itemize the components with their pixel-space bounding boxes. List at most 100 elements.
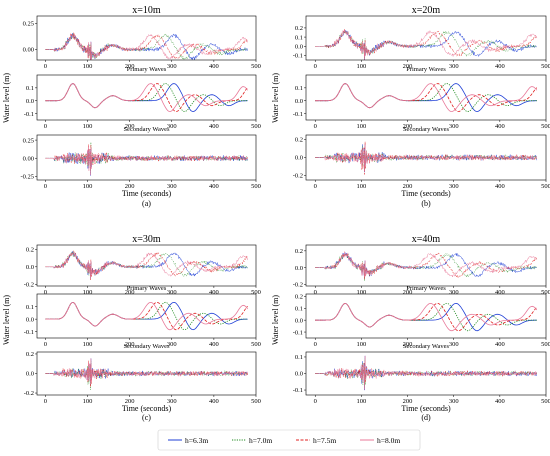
y-tick-label: 0.0 bbox=[26, 264, 34, 271]
x-tick-label: 500 bbox=[541, 183, 550, 190]
series-line-h-8-0m bbox=[315, 302, 538, 332]
series-line-h-6-3m bbox=[45, 301, 248, 331]
series-line-h-7-5m bbox=[45, 360, 248, 388]
y-tick-label: 0.2 bbox=[295, 248, 303, 255]
series-line-h-6-3m bbox=[45, 32, 248, 60]
x-tick-label: 200 bbox=[403, 289, 413, 296]
x-tick-label: 300 bbox=[167, 63, 177, 70]
series-line-h-8-0m bbox=[45, 33, 248, 60]
x-axis-label: Time (seconds) bbox=[122, 404, 172, 413]
panel-primary: 0.1 0.0 -0.1 0 100 200 300 400 500 Primary Waves bbox=[293, 66, 550, 130]
panel-caption: (b) bbox=[421, 199, 431, 208]
x-tick-label: 400 bbox=[495, 63, 505, 70]
x-tick-label: 0 bbox=[44, 63, 47, 70]
series-line-h-7-5m bbox=[45, 250, 248, 281]
secondary-waves-title: Secondary Waves bbox=[123, 126, 170, 133]
x-tick-label: 400 bbox=[209, 63, 219, 70]
primary-waves-title: Primary Waves bbox=[127, 285, 167, 292]
y-tick-label: 0.2 bbox=[295, 294, 303, 301]
series-line-h-7-5m bbox=[45, 32, 248, 60]
x-tick-label: 400 bbox=[209, 398, 219, 405]
panel-group-3: x=30m 0.2 0.0 -0.2 0 100 200 300 400 500 0.1 0.0 -0.… bbox=[2, 234, 261, 422]
series-line-h-6-3m bbox=[45, 147, 248, 176]
x-axis-label: Time (seconds) bbox=[122, 189, 172, 198]
x-tick-label: 200 bbox=[403, 183, 413, 190]
panel-caption: (a) bbox=[142, 199, 151, 208]
y-axis-label: Water level (m) bbox=[2, 295, 11, 345]
series-line-h-8-0m bbox=[315, 29, 537, 60]
y-axis-label: Water level (m) bbox=[2, 73, 11, 123]
x-tick-label: 300 bbox=[449, 183, 459, 190]
x-tick-label: 100 bbox=[83, 183, 93, 190]
plot-frame bbox=[36, 15, 257, 61]
x-tick-label: 500 bbox=[251, 289, 261, 296]
x-tick-label: 100 bbox=[357, 341, 367, 348]
x-tick-label: 0 bbox=[314, 341, 317, 348]
x-tick-label: 400 bbox=[495, 341, 505, 348]
x-tick-label: 300 bbox=[167, 398, 177, 405]
x-tick-label: 500 bbox=[541, 123, 550, 130]
x-tick-label: 400 bbox=[495, 123, 505, 130]
x-tick-label: 200 bbox=[403, 398, 413, 405]
legend-label: h=8.0m bbox=[377, 436, 400, 445]
series-line-h-8-0m bbox=[315, 144, 538, 172]
primary-waves-title: Primary Waves bbox=[406, 66, 446, 73]
y-tick-label: 0.0 bbox=[295, 265, 303, 272]
plot-frame bbox=[36, 74, 257, 121]
series-line-h-8-0m bbox=[315, 251, 537, 278]
panel-secondary: 0.1 0.0 -0.1 0 100 200 300 400 500 Secondary Wave… bbox=[293, 343, 550, 405]
x-tick-label: 200 bbox=[125, 341, 135, 348]
x-tick-label: 0 bbox=[44, 341, 47, 348]
series-line-h-7-0m bbox=[315, 358, 537, 388]
y-tick-label: 0.0 bbox=[295, 98, 303, 105]
x-tick-label: 0 bbox=[44, 289, 47, 296]
x-tick-label: 500 bbox=[251, 183, 261, 190]
legend-item: h=7.0m bbox=[232, 436, 272, 445]
panel-primary: 0.1 0.0 -0.1 0 100 200 300 400 500 Primary Waves bbox=[24, 66, 261, 130]
legend: h=6.3m h=7.0m h=7.5m h=8.0m bbox=[157, 429, 421, 451]
y-tick-label: 0.1 bbox=[295, 305, 303, 312]
series-line-h-8-0m bbox=[45, 301, 248, 331]
y-tick-label: 0.0 bbox=[295, 371, 303, 378]
x-axis-label: Time (seconds) bbox=[401, 404, 451, 413]
x-tick-label: 400 bbox=[209, 183, 219, 190]
x-tick-label: 400 bbox=[495, 289, 505, 296]
legend-box bbox=[157, 429, 421, 451]
x-tick-label: 100 bbox=[83, 341, 93, 348]
group-title: x=20m bbox=[412, 5, 441, 16]
plot-frame bbox=[36, 134, 257, 181]
x-tick-label: 100 bbox=[83, 63, 93, 70]
y-tick-label: 0.1 bbox=[295, 85, 303, 92]
series-line-h-7-5m bbox=[45, 144, 248, 170]
series-line-h-7-5m bbox=[315, 361, 538, 385]
y-tick-label: 0.0 bbox=[295, 43, 303, 50]
primary-waves-title: Primary Waves bbox=[127, 66, 167, 73]
plot-frame bbox=[305, 293, 547, 339]
y-tick-label: 0.2 bbox=[26, 247, 34, 254]
x-tick-label: 300 bbox=[167, 341, 177, 348]
y-tick-label: 0.25 bbox=[23, 137, 34, 144]
y-tick-label: -0.1 bbox=[24, 111, 34, 118]
panel-total: 0.2 0.0 -0.2 0 100 200 300 400 500 bbox=[293, 244, 550, 296]
x-tick-label: 100 bbox=[83, 123, 93, 130]
legend-item: h=7.5m bbox=[296, 436, 336, 445]
y-tick-label: -0.2 bbox=[293, 282, 303, 289]
panel-secondary: 0.2 0.0 -0.2 0 100 200 300 400 500 Secondary Wave… bbox=[24, 343, 261, 405]
series-line-h-6-3m bbox=[45, 83, 248, 113]
legend-label: h=6.3m bbox=[185, 436, 208, 445]
x-tick-label: 0 bbox=[314, 183, 317, 190]
y-axis-label: Water level (m) bbox=[271, 295, 280, 345]
x-tick-label: 400 bbox=[495, 398, 505, 405]
legend-item: h=8.0m bbox=[360, 436, 400, 445]
series-line-h-7-5m bbox=[315, 252, 537, 280]
x-tick-label: 0 bbox=[44, 398, 47, 405]
secondary-waves-title: Secondary Waves bbox=[123, 343, 170, 350]
x-tick-label: 400 bbox=[495, 183, 505, 190]
y-tick-label: 0.25 bbox=[23, 21, 34, 28]
legend-label: h=7.0m bbox=[249, 436, 272, 445]
y-tick-label: -0.2 bbox=[24, 281, 34, 288]
series-line-h-6-3m bbox=[45, 358, 248, 385]
series-line-h-7-5m bbox=[315, 141, 537, 175]
x-tick-label: 100 bbox=[357, 398, 367, 405]
y-tick-label: 0.1 bbox=[295, 34, 303, 41]
